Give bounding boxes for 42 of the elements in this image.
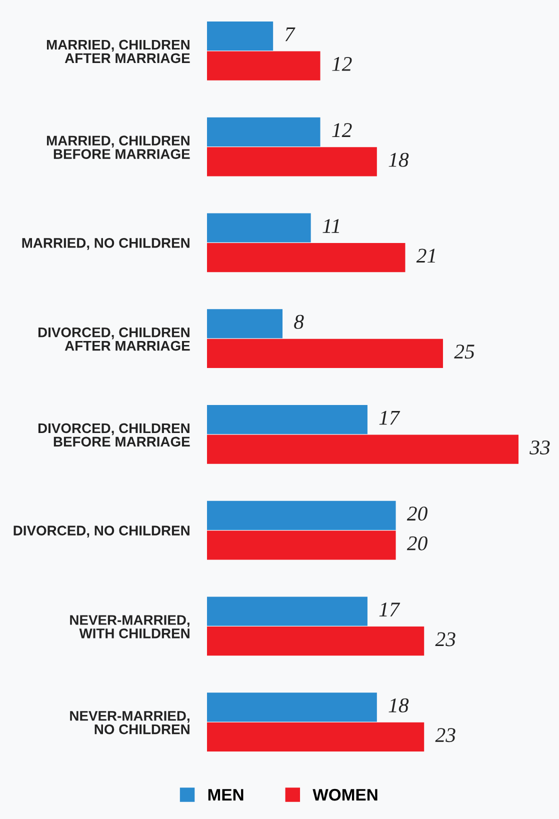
y-tick-label: MARRIED, CHILDREN AFTER MARRIAGE — [46, 40, 190, 64]
bar — [207, 626, 424, 656]
bar — [207, 338, 443, 368]
bar — [207, 596, 368, 626]
bar — [207, 434, 519, 464]
data-label: 7 — [285, 27, 296, 42]
data-label: 8 — [294, 314, 304, 329]
data-label: 23 — [435, 728, 456, 742]
y-tick-label: DIVORCED, NO CHILDREN — [14, 526, 190, 538]
bar — [207, 405, 368, 434]
y-tick-label: DIVORCED, CHILDREN BEFORE MARRIAGE — [38, 423, 190, 447]
data-label: 20 — [406, 506, 428, 521]
data-label: 23 — [435, 632, 456, 646]
bar — [207, 117, 320, 147]
data-label: 25 — [454, 344, 474, 359]
bar — [207, 22, 274, 51]
bar — [207, 692, 377, 722]
data-label: 17 — [379, 410, 400, 425]
data-label: 18 — [388, 698, 409, 712]
bar — [207, 51, 320, 80]
data-label: 17 — [379, 602, 400, 616]
bar — [207, 213, 311, 242]
y-tick-label: NEVER-MARRIED, NO CHILDREN — [70, 711, 190, 734]
bar — [207, 242, 406, 272]
bar — [207, 530, 396, 560]
bar — [207, 147, 377, 176]
data-label: 12 — [332, 123, 352, 137]
y-tick-label: MARRIED, NO CHILDREN — [22, 238, 190, 250]
data-label: 33 — [530, 440, 550, 455]
data-label: 12 — [332, 57, 352, 71]
data-label: 11 — [322, 219, 340, 233]
data-label: 21 — [416, 248, 435, 263]
legend-label: WOMEN — [312, 788, 378, 801]
y-tick-label: NEVER-MARRIED, WITH CHILDREN — [70, 615, 190, 638]
bar — [207, 309, 283, 338]
y-tick-label: DIVORCED, CHILDREN AFTER MARRIAGE — [38, 327, 190, 351]
bar — [207, 500, 396, 530]
y-tick-label: MARRIED, CHILDREN BEFORE MARRIAGE — [46, 136, 190, 159]
bar — [207, 722, 424, 752]
data-label: 18 — [388, 152, 409, 167]
data-label: 20 — [406, 536, 428, 550]
legend-label: MEN — [208, 789, 244, 801]
